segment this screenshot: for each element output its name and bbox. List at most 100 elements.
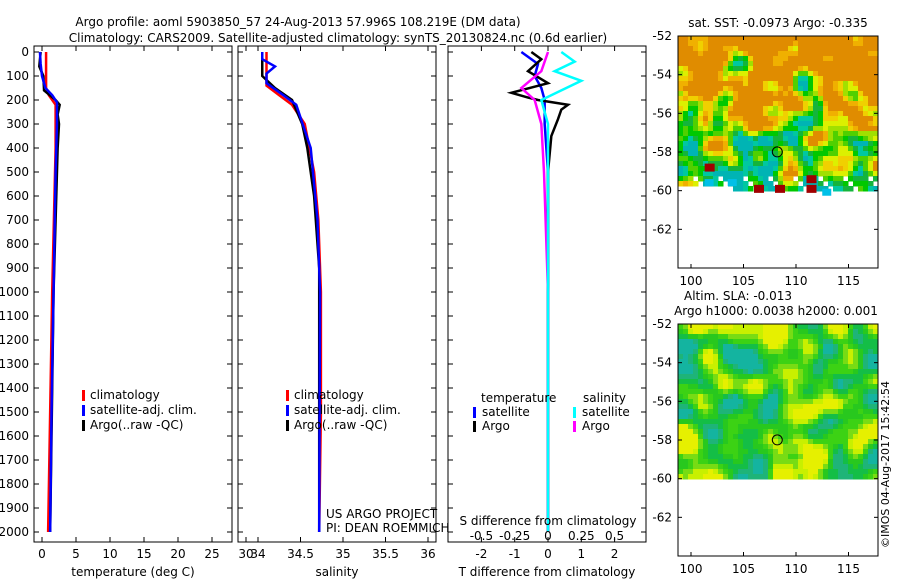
map-cell — [748, 414, 754, 420]
map-cell — [683, 131, 689, 137]
map-cell — [778, 46, 784, 52]
lon-tick-label: 100 — [680, 274, 703, 288]
map-cell — [718, 146, 724, 152]
map-cell — [838, 71, 844, 77]
map-cell — [728, 469, 734, 475]
map-cell — [848, 176, 854, 182]
map-cell — [738, 56, 744, 62]
map-cell — [733, 404, 739, 410]
map-cell — [858, 434, 864, 440]
map-cell — [833, 374, 839, 380]
map-cell — [868, 46, 874, 52]
map-cell — [708, 51, 714, 57]
map-cell — [808, 61, 814, 67]
map-cell — [833, 459, 839, 465]
map-cell — [758, 344, 764, 350]
map-cell — [693, 474, 699, 480]
map-cell — [728, 364, 734, 370]
map-cell — [818, 409, 824, 415]
map-cell — [818, 141, 824, 147]
map-cell — [793, 121, 799, 127]
map-cell — [733, 146, 739, 152]
map-cell — [818, 329, 824, 335]
map-cell — [728, 379, 734, 385]
map-cell — [723, 176, 729, 182]
map-cell — [873, 339, 879, 345]
map-cell — [803, 419, 809, 425]
map-cell — [763, 156, 769, 162]
map-cell — [858, 364, 864, 370]
map-cell — [778, 389, 784, 395]
map-cell — [753, 344, 759, 350]
map-cell — [838, 379, 844, 385]
map-cell — [808, 181, 814, 187]
map-cell — [773, 369, 779, 375]
map-cell — [813, 409, 819, 415]
map-cell — [763, 424, 769, 430]
map-cell — [768, 369, 774, 375]
map-cell — [788, 379, 794, 385]
map-cell — [793, 156, 799, 162]
map-cell — [688, 414, 694, 420]
map-cell — [743, 81, 749, 87]
map-cell — [738, 126, 744, 132]
map-cell — [808, 394, 814, 400]
map-cell — [858, 96, 864, 102]
map-cell — [843, 51, 849, 57]
map-cell — [713, 419, 719, 425]
map-cell — [873, 106, 879, 112]
map-cell — [763, 166, 769, 172]
map-cell — [748, 469, 754, 475]
map-cell — [828, 56, 834, 62]
map-cell — [858, 444, 864, 450]
x2-tick-label: -0.25 — [499, 529, 530, 543]
map-cell — [738, 76, 744, 82]
map-cell — [863, 36, 869, 42]
map-cell — [718, 51, 724, 57]
map-cell — [763, 86, 769, 92]
map-cell — [758, 469, 764, 475]
map-cell — [758, 359, 764, 365]
map-cell — [743, 96, 749, 102]
map-cell — [738, 394, 744, 400]
map-cell — [693, 76, 699, 82]
map-cell — [818, 66, 824, 72]
project-line1: US ARGO PROJECT — [326, 507, 438, 521]
map-cell — [723, 349, 729, 355]
map-cell — [688, 389, 694, 395]
map-cell — [823, 404, 829, 410]
map-cell — [873, 91, 879, 97]
map-cell — [753, 151, 759, 157]
map-cell — [688, 434, 694, 440]
map-cell — [733, 91, 739, 97]
map-cell — [848, 81, 854, 87]
map-cell — [858, 76, 864, 82]
map-cell — [683, 334, 689, 340]
map-cell — [693, 146, 699, 152]
map-cell — [778, 464, 784, 470]
map-cell — [828, 329, 834, 335]
y-tick-label: 100 — [6, 69, 29, 83]
map-cell — [843, 389, 849, 395]
map-cell — [803, 76, 809, 82]
map-cell — [868, 166, 874, 172]
map-cell — [833, 106, 839, 112]
map-cell — [713, 439, 719, 445]
map-cell — [863, 81, 869, 87]
map-cell — [798, 76, 804, 82]
map-cell — [868, 474, 874, 480]
map-cell — [743, 166, 749, 172]
map-cell — [848, 419, 854, 425]
map-cell — [833, 439, 839, 445]
map-cell — [723, 324, 729, 330]
map-cell — [753, 96, 759, 102]
map-cell — [758, 334, 764, 340]
map-cell — [783, 424, 789, 430]
map-cell — [698, 439, 704, 445]
map-cell — [718, 334, 724, 340]
map-cell — [813, 71, 819, 77]
map-cell — [768, 424, 774, 430]
map-cell — [788, 449, 794, 455]
map-cell — [693, 61, 699, 67]
map-cell — [863, 334, 869, 340]
